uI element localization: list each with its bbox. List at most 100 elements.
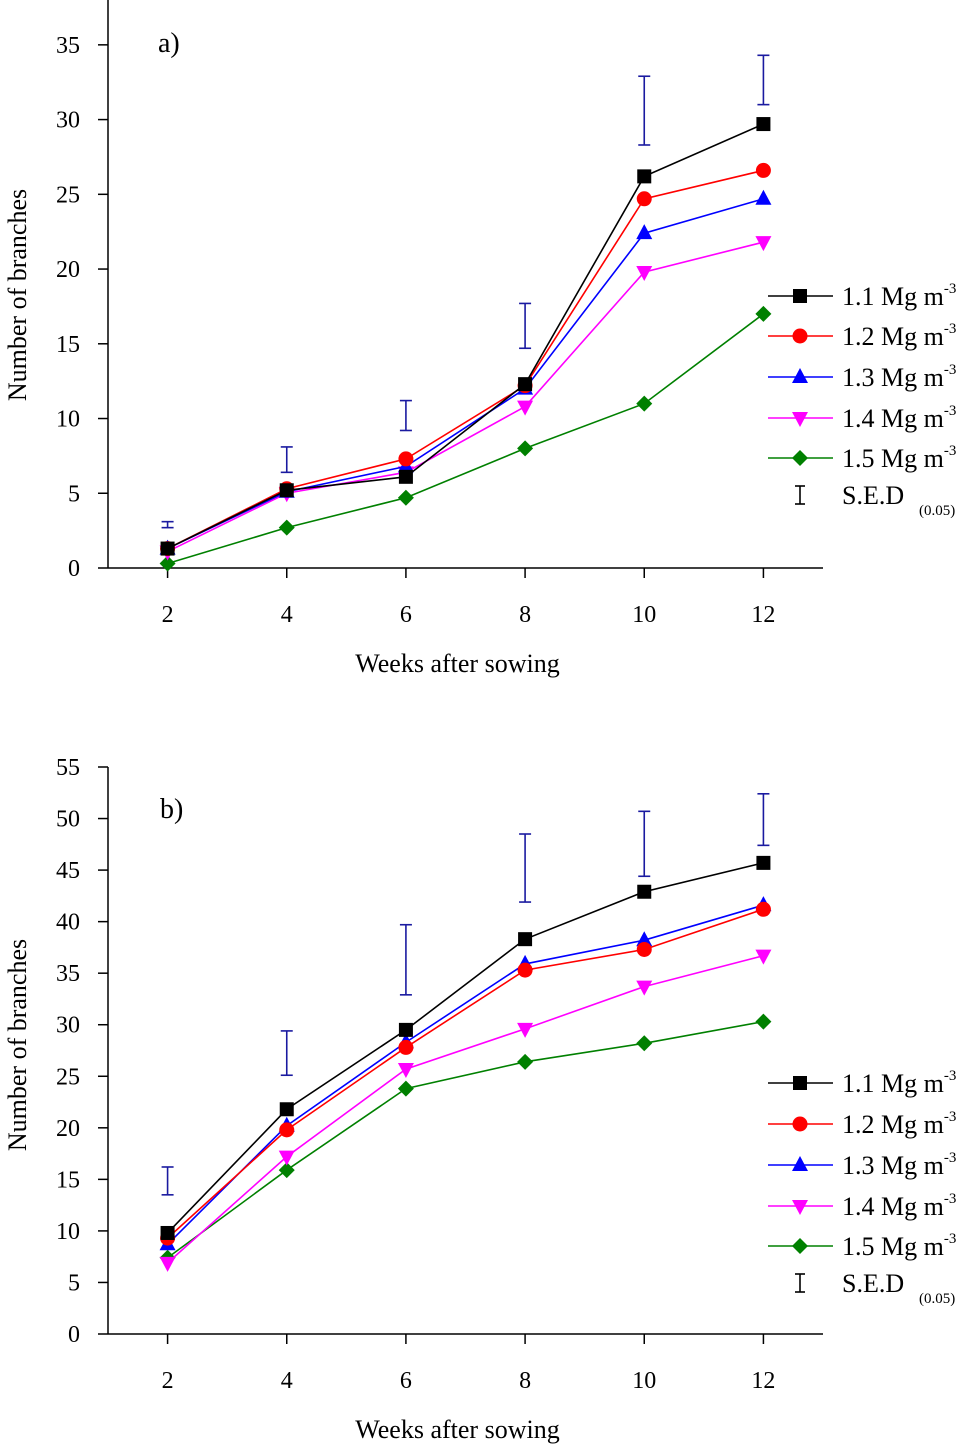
x-tick-label: 6 (400, 602, 412, 628)
legend-marker (793, 1076, 807, 1090)
data-point (755, 901, 771, 917)
legend-label-text: 1.5 Mg m (842, 444, 944, 473)
legend: 1.1 Mg m-31.2 Mg m-31.3 Mg m-31.4 Mg m-3… (768, 1068, 956, 1307)
legend-item: 1.4 Mg m-3 (768, 1191, 956, 1221)
legend-label-sup: -3 (944, 321, 957, 337)
y-tick-label: 0 (68, 1322, 80, 1348)
series-line (167, 862, 764, 1234)
legend-item: 1.5 Mg m-3 (768, 443, 956, 473)
panel-b: 0 5 10 15 20 25 30 35 40 45 50 55 2 4 6 8 10 12 Weeks afte… (3, 755, 956, 1444)
legend-label: 1.1 Mg m-3 (842, 1068, 956, 1098)
legend-sed-icon (795, 1273, 805, 1293)
sed-bar (280, 446, 293, 474)
y-tick-label: 0 (68, 556, 80, 582)
y-tick-label: 15 (56, 332, 80, 358)
y-tick-label: 30 (56, 108, 80, 134)
x-tick-label: 12 (751, 1368, 775, 1394)
data-point (159, 555, 176, 572)
x-tick-label: 8 (519, 602, 531, 628)
sed-bar (757, 54, 770, 106)
y-tick-label: 5 (68, 481, 80, 507)
legend-item: 1.5 Mg m-3 (768, 1231, 956, 1261)
data-point (636, 191, 652, 207)
data-point (398, 1039, 414, 1055)
legend-marker (792, 368, 808, 383)
data-point (755, 236, 772, 252)
legend-label-sup: -3 (944, 1109, 957, 1125)
legend-item: 1.1 Mg m-3 (768, 281, 956, 311)
legend-label-sup: -3 (944, 1068, 957, 1084)
x-tick-label: 8 (519, 1368, 531, 1394)
data-point (637, 169, 652, 184)
data-point (159, 1256, 176, 1272)
y-tick-label: 5 (68, 1270, 80, 1296)
legend-label-sup: -3 (944, 1150, 957, 1166)
panel-label: a) (158, 28, 180, 59)
y-tick-label: 35 (56, 961, 80, 987)
y-tick-label: 10 (56, 407, 80, 433)
legend-item: 1.2 Mg m-3 (768, 1109, 956, 1139)
data-point (636, 224, 653, 240)
sed-bar (399, 923, 412, 996)
legend-label-text: 1.2 Mg m (842, 1110, 944, 1139)
data-point (517, 962, 533, 978)
series-2 (159, 896, 772, 1251)
legend-label-sup: -3 (944, 403, 957, 419)
legend-marker (792, 1238, 808, 1254)
x-tick-label: 4 (281, 1368, 293, 1394)
data-point (755, 189, 772, 205)
series-line (167, 123, 764, 550)
series-line (167, 908, 764, 1239)
data-point (755, 1013, 772, 1030)
data-point (160, 1225, 175, 1240)
legend-label: 1.4 Mg m-3 (842, 403, 956, 433)
y-tick-label: 55 (56, 755, 80, 781)
series-3 (159, 949, 772, 1272)
legend: 1.1 Mg m-31.2 Mg m-31.3 Mg m-31.4 Mg m-3… (768, 281, 956, 519)
legend-marker (792, 1200, 808, 1215)
panel-label: b) (160, 794, 183, 825)
series-2 (159, 189, 772, 555)
legend-item: 1.2 Mg m-3 (768, 321, 956, 351)
legend-item-sed: S.E.D (0.05) (795, 481, 955, 519)
sed-bar (519, 833, 532, 903)
data-point (755, 305, 772, 322)
y-tick-label: 45 (56, 858, 80, 884)
data-point (397, 1080, 414, 1097)
x-tick-label: 10 (632, 1368, 656, 1394)
legend-label-text: 1.5 Mg m (842, 1232, 944, 1261)
data-point (636, 1035, 653, 1052)
legend-marker (792, 412, 808, 427)
legend-label: 1.1 Mg m-3 (842, 281, 956, 311)
data-point (517, 1022, 534, 1038)
legend-marker (792, 1156, 808, 1171)
legend-label-sup: -3 (944, 443, 957, 459)
legend-marker (793, 289, 807, 303)
legend-label-sup: -3 (944, 281, 957, 297)
y-axis-label: Number of branches (3, 939, 32, 1151)
series-4 (159, 1013, 772, 1266)
x-tick-label: 2 (162, 1368, 174, 1394)
legend-sed-sub: (0.05) (919, 1291, 955, 1307)
sed-bar (757, 793, 770, 847)
x-axis-label: Weeks after sowing (355, 649, 559, 678)
y-tick-label: 20 (56, 1116, 80, 1142)
series-1 (160, 162, 771, 557)
x-tick-label: 10 (632, 602, 656, 628)
y-tick-label: 10 (56, 1219, 80, 1245)
data-point (397, 1063, 414, 1079)
data-point (637, 884, 652, 899)
legend-label-sup: -3 (944, 362, 957, 378)
legend-label-text: 1.1 Mg m (842, 1069, 944, 1098)
legend-marker (792, 328, 808, 344)
x-tick-label: 12 (751, 602, 775, 628)
sed-bar (638, 810, 651, 878)
data-point (517, 400, 534, 416)
data-point (636, 941, 652, 957)
y-tick-label: 20 (56, 257, 80, 283)
series-line (167, 169, 764, 550)
y-tick-label: 25 (56, 182, 80, 208)
y-tick-label: 25 (56, 1064, 80, 1090)
x-tick-label: 4 (281, 602, 293, 628)
